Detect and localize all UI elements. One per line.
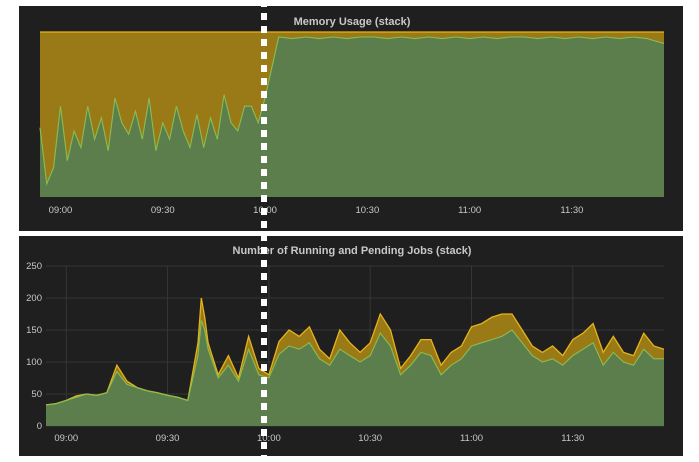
jobs-series-1-area [46,320,664,426]
jobs-y-tick-label: 200 [26,293,42,304]
memory-panel-title: Memory Usage (stack) [294,16,411,28]
jobs-x-axis: 09:00 09:30 10:00 10:30 11:00 11:30 [54,433,584,444]
jobs-x-tick-label: 10:00 [257,433,281,444]
jobs-x-tick-label: 09:00 [54,433,78,444]
jobs-x-tick-label: 09:30 [156,433,180,444]
jobs-y-tick-label: 0 [37,421,42,432]
jobs-y-tick-label: 50 [31,389,42,400]
memory-x-tick-label: 11:30 [560,205,583,216]
memory-series-1-line [39,36,665,186]
jobs-y-tick-label: 100 [26,357,42,368]
jobs-x-tick-label: 11:00 [460,433,483,444]
jobs-x-tick-label: 11:30 [561,433,584,444]
jobs-y-axis: 0 50 100 150 200 250 [26,261,42,432]
memory-x-tick-label: 10:30 [355,205,379,216]
jobs-series-1-line [45,320,664,406]
memory-plot-area [39,31,665,197]
jobs-x-tick-label: 10:30 [358,433,382,444]
memory-series-1-area [40,37,664,197]
memory-x-tick-label: 09:00 [49,205,73,216]
memory-x-tick-label: 09:30 [151,205,175,216]
jobs-plot-area [45,297,665,426]
memory-usage-panel: Memory Usage (stack) 09:0009:3010:0010:3… [19,6,683,231]
jobs-panel-title: Number of Running and Pending Jobs (stac… [233,245,472,257]
memory-x-tick-label: 11:00 [458,205,481,216]
jobs-y-tick-label: 150 [26,325,42,336]
jobs-y-tick-label: 250 [26,261,42,272]
jobs-panel: Number of Running and Pending Jobs (stac… [19,236,683,456]
